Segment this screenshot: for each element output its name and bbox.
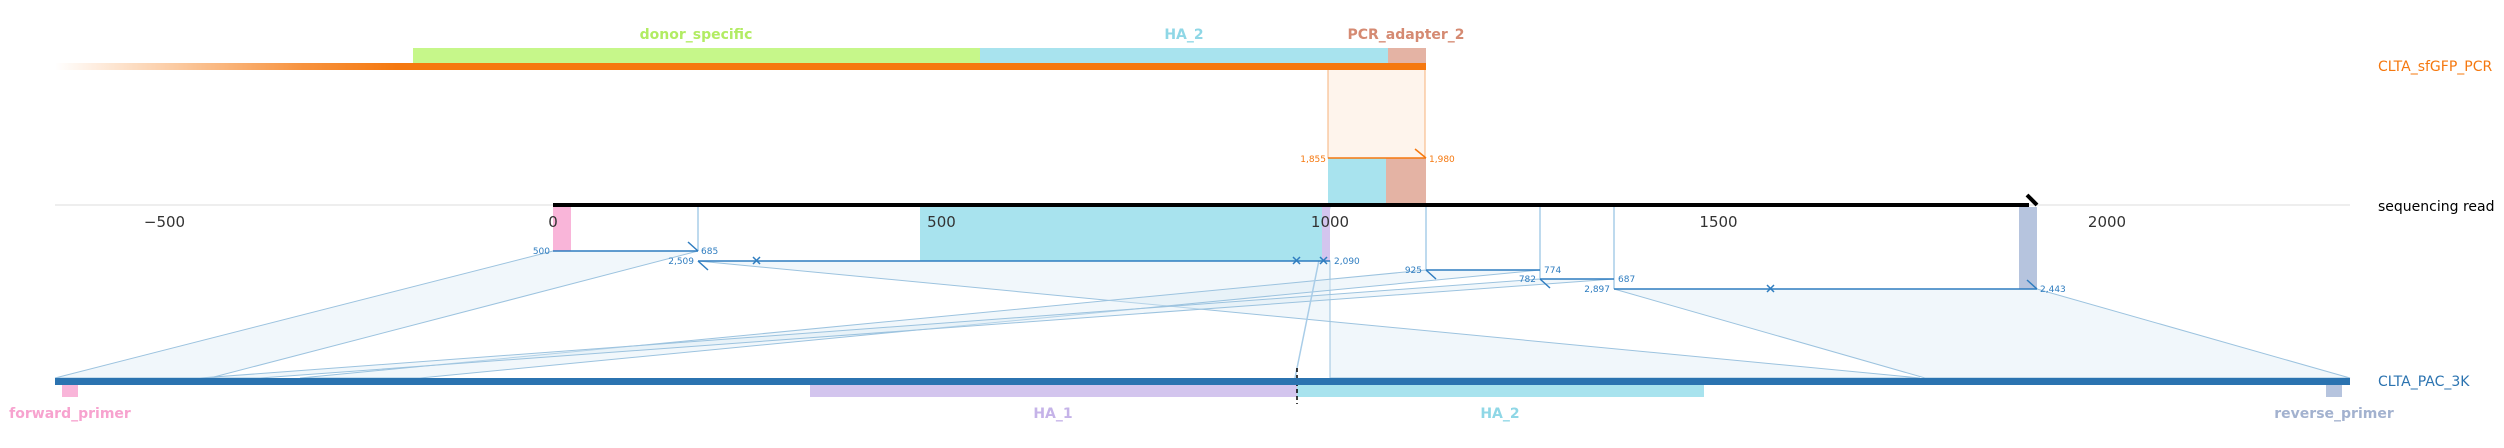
pac-feature-label: forward_primer bbox=[9, 406, 131, 422]
pac-alignment-end-label: 774 bbox=[1544, 266, 1561, 276]
pac-alignment-labels: 500 685 2,509 2,090 925 774 782 687 2,89… bbox=[533, 247, 2066, 295]
read-end-arrow bbox=[2025, 193, 2039, 207]
pac-alignment-start-label: 925 bbox=[1405, 266, 1422, 276]
pac-alignment-start-label: 782 bbox=[1519, 275, 1536, 285]
pcr-alignment-region bbox=[1327, 65, 1426, 159]
alignment-guides bbox=[697, 205, 1615, 379]
pac-feature-ha-1-box bbox=[810, 382, 1297, 397]
read-ha-1-sliver bbox=[1322, 207, 1330, 261]
pac-alignment-start-label: 500 bbox=[533, 247, 550, 257]
pac-alignment-end-label: 687 bbox=[1618, 275, 1635, 285]
pac-alignment-start-label: 2,509 bbox=[668, 257, 694, 267]
read-axis-tick-label: 1500 bbox=[1699, 213, 1737, 231]
read-axis-tick-label: 0 bbox=[548, 213, 558, 231]
pac-alignment-start-label: 2,897 bbox=[1584, 285, 1610, 295]
pcr-feature-donor-specific-box bbox=[413, 48, 980, 66]
pac-projection-polygons bbox=[54, 250, 2351, 379]
pcr-feature-label: HA_2 bbox=[1164, 27, 1203, 43]
pac-alignment-arrows bbox=[553, 241, 2038, 293]
read-ha-2-block bbox=[920, 207, 1330, 261]
pac-alignment-5 bbox=[1614, 279, 2038, 293]
read-axis-tick-label: −500 bbox=[144, 213, 185, 231]
pcr-track-label: CLTA_sfGFP_PCR bbox=[2378, 59, 2492, 75]
pac-alignment-end-label: 2,090 bbox=[1334, 257, 1360, 267]
pac-feature-reverse-primer-box bbox=[2326, 382, 2342, 397]
pcr-track-bar bbox=[55, 63, 1426, 70]
read-axis-ticks: −500 0 500 1000 1500 2000 bbox=[144, 213, 2126, 231]
pac-feature-label: HA_1 bbox=[1033, 406, 1072, 422]
pcr-feature-label: donor_specific bbox=[640, 27, 753, 43]
read-ha-2-upper bbox=[1328, 158, 1386, 205]
pcr-feature-pcr-adapter-2-box bbox=[1388, 48, 1426, 66]
pac-track-bar bbox=[55, 378, 2350, 385]
pcr-alignment-end-label: 1,980 bbox=[1429, 155, 1455, 165]
read-axis-tick-label: 500 bbox=[927, 213, 956, 231]
pac-alignment-end-label: 685 bbox=[701, 247, 718, 257]
pac-track-label: CLTA_PAC_3K bbox=[2378, 374, 2470, 390]
pac-alignment-3 bbox=[1425, 269, 1540, 280]
pcr-alignment-start-label: 1,855 bbox=[1300, 155, 1326, 165]
pac-feature-label: HA_2 bbox=[1480, 406, 1519, 422]
pac-alignment-1 bbox=[553, 241, 699, 252]
pcr-alignment-arrow bbox=[1328, 148, 1427, 159]
read-forward-primer-block bbox=[553, 207, 571, 251]
pac-alignment-2 bbox=[697, 256, 1330, 271]
read-pcr-adapter-upper bbox=[1386, 158, 1426, 205]
read-track-bar bbox=[553, 203, 2029, 207]
read-reverse-primer-block bbox=[2019, 207, 2037, 289]
pcr-feature-label: PCR_adapter_2 bbox=[1347, 27, 1464, 43]
pac-feature-ha-2-box bbox=[1297, 382, 1704, 397]
pac-alignment-end-label: 2,443 bbox=[2040, 285, 2066, 295]
pcr-feature-ha-2-box bbox=[980, 48, 1388, 66]
pac-feature-label: reverse_primer bbox=[2274, 406, 2394, 422]
read-track-label: sequencing read bbox=[2378, 199, 2494, 215]
read-axis-tick-label: 1000 bbox=[1311, 213, 1349, 231]
pac-feature-forward-primer-box bbox=[62, 382, 78, 397]
read-axis-tick-label: 2000 bbox=[2088, 213, 2126, 231]
pac-alignment-4 bbox=[1539, 278, 1614, 289]
